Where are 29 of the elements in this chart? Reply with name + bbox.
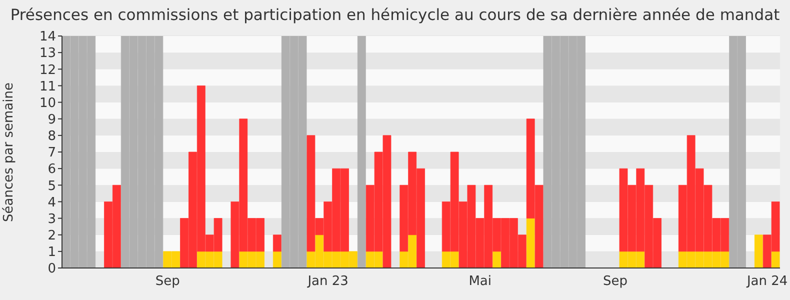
y-tick-label: 14 — [39, 30, 56, 45]
y-tick-label: 5 — [48, 178, 56, 194]
chart-title: Présences en commissions et participation en hémicycle au cours de sa dernière année de mandat — [9, 6, 781, 24]
y-tick-label: 6 — [48, 162, 56, 178]
bar — [272, 234, 282, 252]
y-tick-label: 1 — [48, 245, 56, 260]
bar — [754, 234, 763, 268]
y-tick-label: 3 — [48, 212, 56, 227]
y-tick-label: 10 — [39, 96, 56, 111]
x-tick-label: Jan 23 — [306, 274, 348, 290]
bar — [526, 218, 535, 268]
y-tick-label: 4 — [48, 195, 56, 210]
y-tick-label: 13 — [39, 46, 56, 62]
y-axis-title: Séances par semaine — [2, 82, 17, 222]
bar — [771, 251, 780, 268]
x-tick-label: Mai — [468, 274, 492, 290]
y-tick-label: 12 — [39, 62, 56, 78]
y-tick-label: 2 — [48, 228, 56, 244]
y-tick-label: 11 — [39, 79, 56, 94]
bar — [492, 251, 501, 268]
bar — [357, 36, 366, 268]
bar — [272, 251, 282, 268]
y-tick-label: 0 — [48, 262, 56, 277]
y-tick-label: 9 — [48, 112, 56, 128]
y-tick-label: 8 — [48, 129, 56, 144]
y-tick-label: 7 — [48, 146, 56, 161]
x-tick-label: Jan 24 — [746, 274, 788, 290]
x-tick-label: Sep — [155, 274, 180, 290]
x-tick-label: Sep — [603, 274, 628, 290]
